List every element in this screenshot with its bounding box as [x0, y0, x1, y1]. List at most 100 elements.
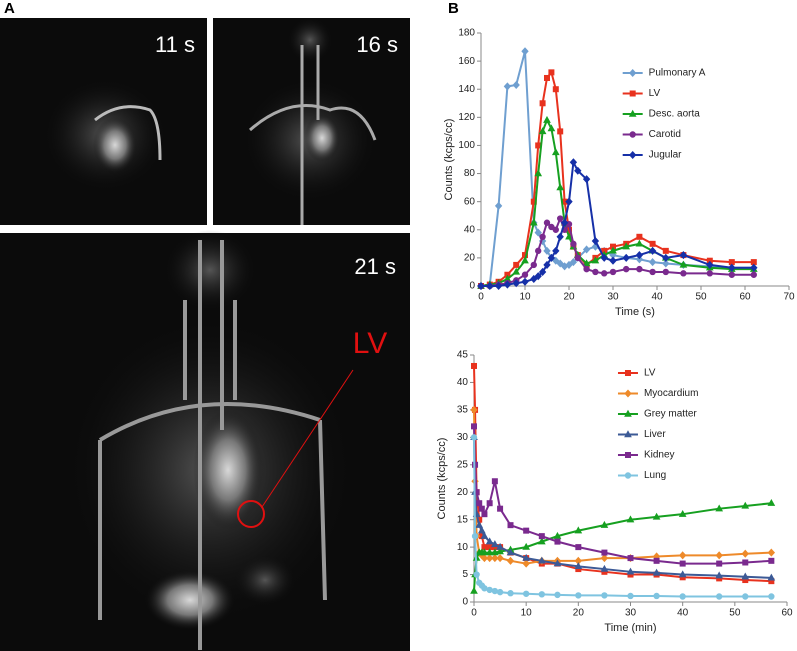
marker: [491, 540, 499, 548]
marker: [473, 571, 480, 578]
marker: [574, 562, 583, 570]
marker: [741, 501, 750, 509]
image-organ: [145, 570, 235, 630]
marker: [715, 504, 724, 512]
legend-marker: [629, 131, 636, 138]
marker: [565, 232, 573, 240]
marker: [491, 554, 499, 563]
marker: [574, 254, 581, 262]
y-tick-label: 160: [458, 56, 475, 67]
legend-marker: [624, 409, 632, 417]
marker: [530, 274, 538, 284]
marker: [601, 592, 608, 599]
marker: [636, 265, 643, 273]
marker: [582, 259, 591, 267]
marker: [767, 573, 776, 581]
y-axis-label: Counts (kcps/cc): [436, 438, 448, 520]
marker: [556, 183, 565, 191]
legend-label: Kidney: [644, 450, 675, 461]
marker: [485, 554, 494, 563]
marker: [582, 245, 591, 254]
marker: [557, 128, 564, 135]
marker: [503, 82, 512, 91]
marker: [534, 228, 542, 237]
marker: [648, 246, 657, 255]
marker: [570, 240, 577, 248]
marker: [768, 593, 775, 600]
series-line: [481, 215, 754, 287]
marker: [470, 586, 478, 594]
marker: [535, 247, 542, 255]
legend-marker: [629, 150, 637, 160]
marker: [512, 267, 521, 275]
series-line: [473, 409, 772, 565]
marker: [552, 246, 560, 255]
marker: [503, 280, 512, 289]
y-tick-label: 20: [457, 487, 469, 498]
marker: [507, 590, 514, 597]
marker: [552, 86, 559, 93]
marker: [486, 281, 494, 291]
marker: [609, 268, 617, 276]
y-tick-label: 15: [457, 514, 469, 525]
series-line: [473, 502, 772, 592]
legend-label: LV: [649, 88, 661, 99]
x-tick-label: 30: [625, 608, 637, 619]
x-tick-label: 10: [519, 292, 531, 303]
roi-label: LV: [353, 327, 387, 360]
series-line: [473, 437, 772, 598]
marker: [750, 271, 757, 278]
legend-label: Grey matter: [644, 409, 697, 420]
legend-marker: [629, 90, 636, 97]
marker: [553, 559, 562, 567]
marker: [679, 593, 686, 600]
marker: [521, 256, 529, 264]
marker: [539, 100, 546, 107]
marker: [538, 267, 547, 276]
image-organ: [235, 555, 295, 605]
marker: [534, 169, 543, 177]
image-heart: [193, 410, 263, 530]
y-tick-label: 180: [458, 28, 475, 39]
marker: [591, 256, 600, 264]
marker: [750, 263, 758, 272]
marker: [470, 434, 478, 441]
image-heart: [304, 114, 340, 162]
marker: [521, 47, 529, 56]
marker: [471, 362, 477, 369]
marker: [478, 505, 485, 512]
y-tick-label: 100: [458, 140, 475, 151]
marker: [716, 560, 723, 567]
series-line: [473, 426, 772, 565]
marker: [554, 591, 561, 599]
x-tick-label: 60: [781, 608, 793, 619]
marker: [626, 515, 635, 523]
marker: [622, 242, 631, 250]
x-tick-label: 50: [695, 292, 707, 303]
marker: [575, 592, 582, 599]
marker: [768, 557, 775, 564]
frame-time: 11 s: [155, 32, 195, 57]
marker: [678, 551, 687, 560]
marker: [496, 588, 504, 596]
marker: [574, 526, 583, 534]
marker: [583, 265, 590, 273]
marker: [538, 127, 547, 135]
marker: [662, 247, 669, 254]
y-tick-label: 45: [457, 350, 469, 361]
y-tick-label: 30: [457, 432, 469, 443]
x-axis-label: Time (min): [604, 622, 656, 634]
marker: [679, 251, 688, 260]
marker: [538, 591, 546, 598]
legend-label: Jugular: [649, 150, 682, 161]
marker: [649, 240, 656, 247]
y-tick-label: 60: [464, 196, 476, 207]
marker: [600, 520, 609, 528]
marker: [678, 570, 687, 578]
marker: [547, 124, 556, 132]
marker: [627, 555, 634, 562]
marker: [565, 197, 573, 206]
y-tick-label: 0: [462, 597, 468, 608]
marker: [547, 253, 556, 262]
marker: [485, 548, 494, 556]
